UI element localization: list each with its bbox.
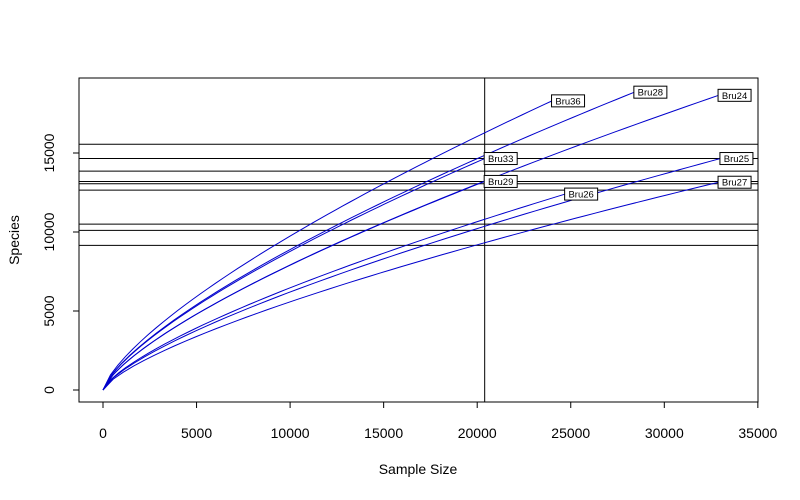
x-tick-label: 35000 [738,425,777,441]
plot-frame [78,77,759,403]
label-box [717,88,752,102]
rarefaction-curves [102,91,721,391]
label-box [633,85,668,99]
curve-label-bru25: Bru25 [719,152,754,166]
curve-bru28 [102,91,635,391]
curve-label-bru36: Bru36 [551,94,586,108]
label-box [483,174,518,188]
y-tick-label: 15000 [41,133,57,172]
y-axis: 0 5000 10000 15000 [41,133,80,394]
x-tick-label: 20000 [458,425,497,441]
label-text: Bru25 [724,154,749,165]
label-text: Bru24 [722,91,747,102]
label-box [551,94,586,108]
curve-label-bru24: Bru24 [717,88,752,102]
curve-bru27 [102,181,719,391]
curve-bru24 [102,94,719,391]
y-tick-label: 0 [41,386,57,394]
curve-labels: Bru36 Bru28 Bru24 Bru33 Bru29 Bru25 Bru26 Bru27 [483,85,754,201]
curve-label-bru26: Bru26 [564,187,599,201]
label-text: Bru27 [722,178,747,189]
label-text: Bru29 [488,177,513,188]
label-box [483,152,518,166]
curve-label-bru33: Bru33 [483,152,518,166]
curve-label-bru27: Bru27 [717,175,752,189]
curve-bru25 [102,158,721,391]
y-tick-label: 10000 [41,212,57,251]
label-text: Bru26 [568,190,593,201]
label-box [564,187,599,201]
y-axis-title: Species [6,215,22,265]
x-tick-label: 15000 [364,425,403,441]
x-tick-label: 30000 [645,425,684,441]
curve-bru29 [102,180,485,391]
y-tick-label: 5000 [41,295,57,326]
label-text: Bru28 [638,88,663,99]
x-tick-label: 5000 [181,425,212,441]
curve-bru26 [102,193,566,391]
label-box [719,152,754,166]
curve-bru33 [102,158,485,391]
label-text: Bru33 [488,154,513,165]
x-axis-title: Sample Size [379,461,458,477]
x-tick-label: 10000 [271,425,310,441]
x-tick-label: 25000 [551,425,590,441]
curve-label-bru29: Bru29 [483,174,518,188]
curve-label-bru28: Bru28 [633,85,668,99]
reference-lines [79,78,758,402]
curve-bru36 [102,100,553,391]
x-axis: 0 5000 10000 15000 20000 25000 30000 35000 [99,401,778,441]
label-box [717,175,752,189]
label-text: Bru36 [555,96,580,107]
x-tick-label: 0 [99,425,107,441]
